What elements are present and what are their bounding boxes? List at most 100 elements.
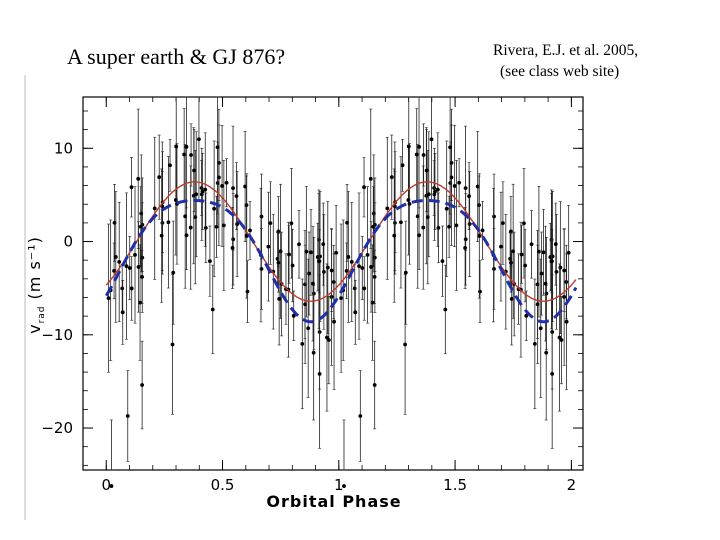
data-point — [127, 266, 132, 270]
data-point — [436, 225, 441, 230]
x-tick-label: 1.5 — [443, 476, 467, 494]
data-point — [120, 310, 125, 315]
data-point — [421, 153, 426, 157]
data-point — [532, 341, 537, 346]
x-tick-label: 0 — [101, 476, 111, 494]
citation: Rivera, E.J. et al. 2005, (see class web… — [493, 40, 638, 82]
data-point — [557, 335, 562, 340]
svg-text:vrad(m s⁻¹): vrad (m s⁻¹) — [25, 236, 47, 334]
y-tick-label: −20 — [41, 419, 73, 437]
data-point — [311, 281, 315, 286]
data-point — [399, 220, 403, 225]
data-point — [475, 184, 480, 189]
data-point — [277, 296, 282, 301]
data-point — [553, 242, 558, 247]
data-point — [168, 163, 172, 168]
red-fit-curve — [105, 181, 577, 302]
data-point — [212, 206, 217, 211]
data-point — [316, 259, 321, 264]
data-point — [537, 249, 541, 254]
y-tick-labels: 10 0 −10 −20 — [41, 139, 73, 437]
data-point — [203, 225, 208, 230]
data-point — [529, 242, 534, 247]
data-point — [266, 244, 271, 249]
data-point — [415, 214, 420, 219]
data-point — [321, 242, 326, 247]
data-point — [112, 268, 116, 273]
data-point — [478, 289, 482, 294]
data-point — [276, 260, 281, 265]
data-point — [245, 289, 250, 294]
data-point — [138, 224, 143, 229]
data-point — [159, 233, 164, 238]
data-point — [297, 242, 301, 247]
data-point — [403, 342, 408, 347]
x-tick-label: 1 — [334, 476, 344, 494]
data-point — [215, 145, 220, 150]
x-axis-title: Orbital Phase — [266, 492, 401, 511]
data-point — [152, 206, 157, 211]
data-point — [522, 221, 526, 226]
data-point — [189, 153, 193, 157]
data-point — [287, 252, 291, 257]
data-point — [457, 180, 462, 185]
fit-curves — [104, 181, 578, 324]
y-axis-title-main: v — [25, 323, 44, 333]
data-point — [417, 144, 421, 149]
citation-line-2: (see class web site) — [500, 63, 620, 80]
data-point — [360, 266, 365, 270]
data-point — [499, 244, 503, 249]
data-point — [234, 194, 239, 199]
data-point — [372, 274, 377, 279]
data-point — [157, 175, 162, 180]
data-point — [332, 319, 336, 324]
data-point — [106, 296, 111, 301]
data-point — [224, 180, 229, 185]
data-point — [448, 145, 453, 150]
data-point — [417, 233, 421, 238]
data-point — [306, 326, 311, 331]
data-point — [549, 259, 554, 264]
data-point — [407, 202, 412, 206]
data-point — [371, 224, 376, 229]
data-point — [492, 267, 496, 271]
data-point — [524, 313, 529, 318]
data-point — [129, 185, 134, 190]
data-point — [564, 319, 569, 324]
data-point — [214, 224, 219, 229]
data-point — [203, 187, 208, 192]
data-point — [463, 246, 468, 250]
data-point — [477, 234, 482, 238]
x-tick-label: 0.5 — [211, 476, 235, 494]
data-point — [454, 223, 459, 228]
data-point — [385, 206, 390, 211]
data-point — [140, 274, 144, 279]
data-point — [372, 383, 377, 387]
data-point — [403, 270, 408, 275]
data-point — [109, 484, 114, 488]
data-point — [346, 255, 351, 259]
data-point — [406, 144, 411, 149]
data-point — [259, 267, 264, 271]
data-point — [136, 176, 141, 181]
data-point — [117, 260, 122, 264]
plot-border — [82, 96, 584, 471]
data-point — [208, 259, 212, 264]
data-point — [550, 371, 555, 376]
data-point — [124, 264, 129, 268]
data-point — [325, 265, 330, 270]
data-point — [120, 286, 125, 291]
data-point — [426, 192, 431, 197]
data-point — [194, 192, 199, 197]
data-point — [400, 163, 405, 168]
data-point — [210, 307, 215, 312]
data-point — [501, 221, 505, 226]
data-point — [248, 228, 252, 233]
data-point — [424, 168, 429, 173]
data-point — [230, 246, 235, 250]
data-points — [106, 96, 571, 488]
blue-dashed-fit-curve — [104, 199, 578, 324]
data-point — [311, 350, 316, 355]
data-point — [562, 268, 567, 273]
